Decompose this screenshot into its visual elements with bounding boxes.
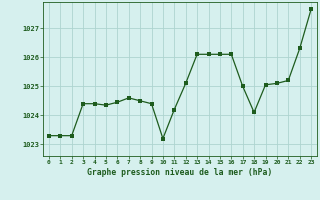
X-axis label: Graphe pression niveau de la mer (hPa): Graphe pression niveau de la mer (hPa) bbox=[87, 168, 273, 177]
